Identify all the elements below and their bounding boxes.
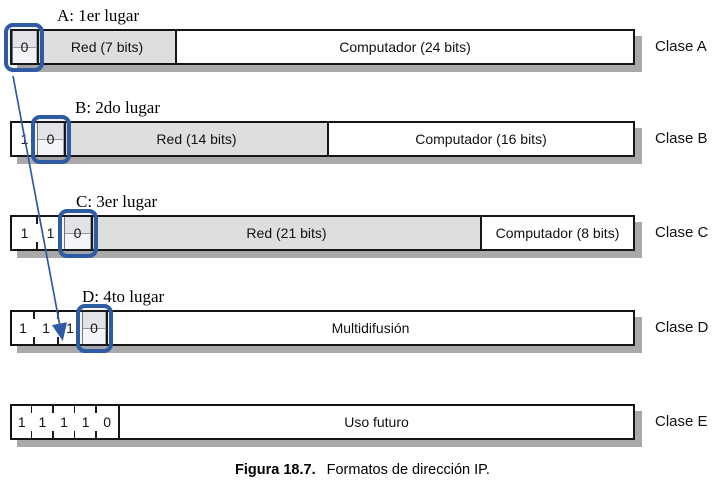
field-label: Red (14 bits) (156, 131, 237, 147)
field-host: Multidifusión (106, 312, 633, 344)
bit-cell: 1 (12, 217, 37, 249)
figure-caption: Figura 18.7. Formatos de dirección IP. (0, 462, 725, 478)
bit-cell: 1 (12, 406, 32, 438)
class-label: Clase C (655, 224, 709, 241)
field-host: Computador (24 bits) (175, 31, 633, 63)
bit-value: 0 (73, 225, 82, 241)
field-host: Computador (16 bits) (327, 123, 633, 155)
field-label: Computador (16 bits) (415, 131, 547, 147)
class-label: Clase D (655, 319, 709, 336)
class-label: Clase E (655, 413, 708, 430)
bit-value: 1 (19, 320, 27, 336)
bit-cell: 0 (82, 312, 106, 344)
bit-cell: 1 (33, 312, 58, 344)
bit-value: 1 (60, 414, 68, 430)
field-network: Red (14 bits) (64, 123, 327, 155)
field-label: Computador (8 bits) (495, 225, 620, 241)
class-annotation-label: D: 4to lugar (82, 287, 165, 306)
field-label: Uso futuro (344, 414, 409, 430)
zero-bit-highlight (31, 115, 71, 164)
field-network: Red (7 bits) (37, 31, 175, 63)
zero-bit-highlight (76, 304, 113, 353)
class-annotation-label: C: 3er lugar (76, 192, 158, 211)
bit-value: 1 (81, 414, 90, 430)
zero-bit-highlight (58, 209, 98, 258)
zero-bit-highlight (4, 23, 44, 72)
bit-value: 0 (90, 320, 98, 336)
format-bar: 1 0 Red (14 bits) Computador (16 bits) (10, 121, 635, 157)
field-label: Computador (24 bits) (339, 39, 471, 55)
field-label: Red (21 bits) (246, 225, 327, 241)
field-network: Red (21 bits) (91, 217, 480, 249)
format-bar: 1 1 0 Red (21 bits) Computador (8 bits) (10, 215, 635, 251)
field-label: Red (7 bits) (70, 39, 144, 55)
bit-cell: 0 (95, 406, 118, 438)
format-bar: 1 1 1 1 0 Uso futuro (10, 404, 635, 440)
class-annotation-label: A: 1er lugar (57, 6, 140, 25)
bit-cell: 1 (12, 312, 34, 344)
class-label: Clase B (655, 130, 708, 147)
field-label: Multidifusión (331, 320, 410, 336)
field-host: Uso futuro (118, 406, 633, 438)
caption-figure-number: Figura 18.7. (235, 462, 316, 478)
bit-cell: 1 (73, 406, 97, 438)
bit-value: 1 (38, 414, 47, 430)
class-label: Clase A (655, 38, 707, 55)
class-annotation-label: B: 2do lugar (75, 98, 160, 117)
bit-cell: 0 (12, 31, 37, 63)
field-host: Computador (8 bits) (480, 217, 633, 249)
bit-cell: 1 (30, 406, 54, 438)
bit-cell: 0 (64, 217, 91, 249)
bit-value: 0 (103, 414, 112, 430)
bit-value: 1 (20, 131, 29, 147)
bit-value: 1 (42, 320, 50, 336)
bit-value: 0 (20, 39, 29, 55)
bit-value: 1 (46, 225, 55, 241)
bit-value: 1 (66, 320, 74, 336)
bit-value: 1 (20, 225, 29, 241)
caption-title: Formatos de dirección IP. (326, 462, 490, 478)
bit-value: 1 (17, 414, 26, 430)
bit-cell: 1 (52, 406, 75, 438)
format-bar: 0 Red (7 bits) Computador (24 bits) (10, 29, 635, 65)
